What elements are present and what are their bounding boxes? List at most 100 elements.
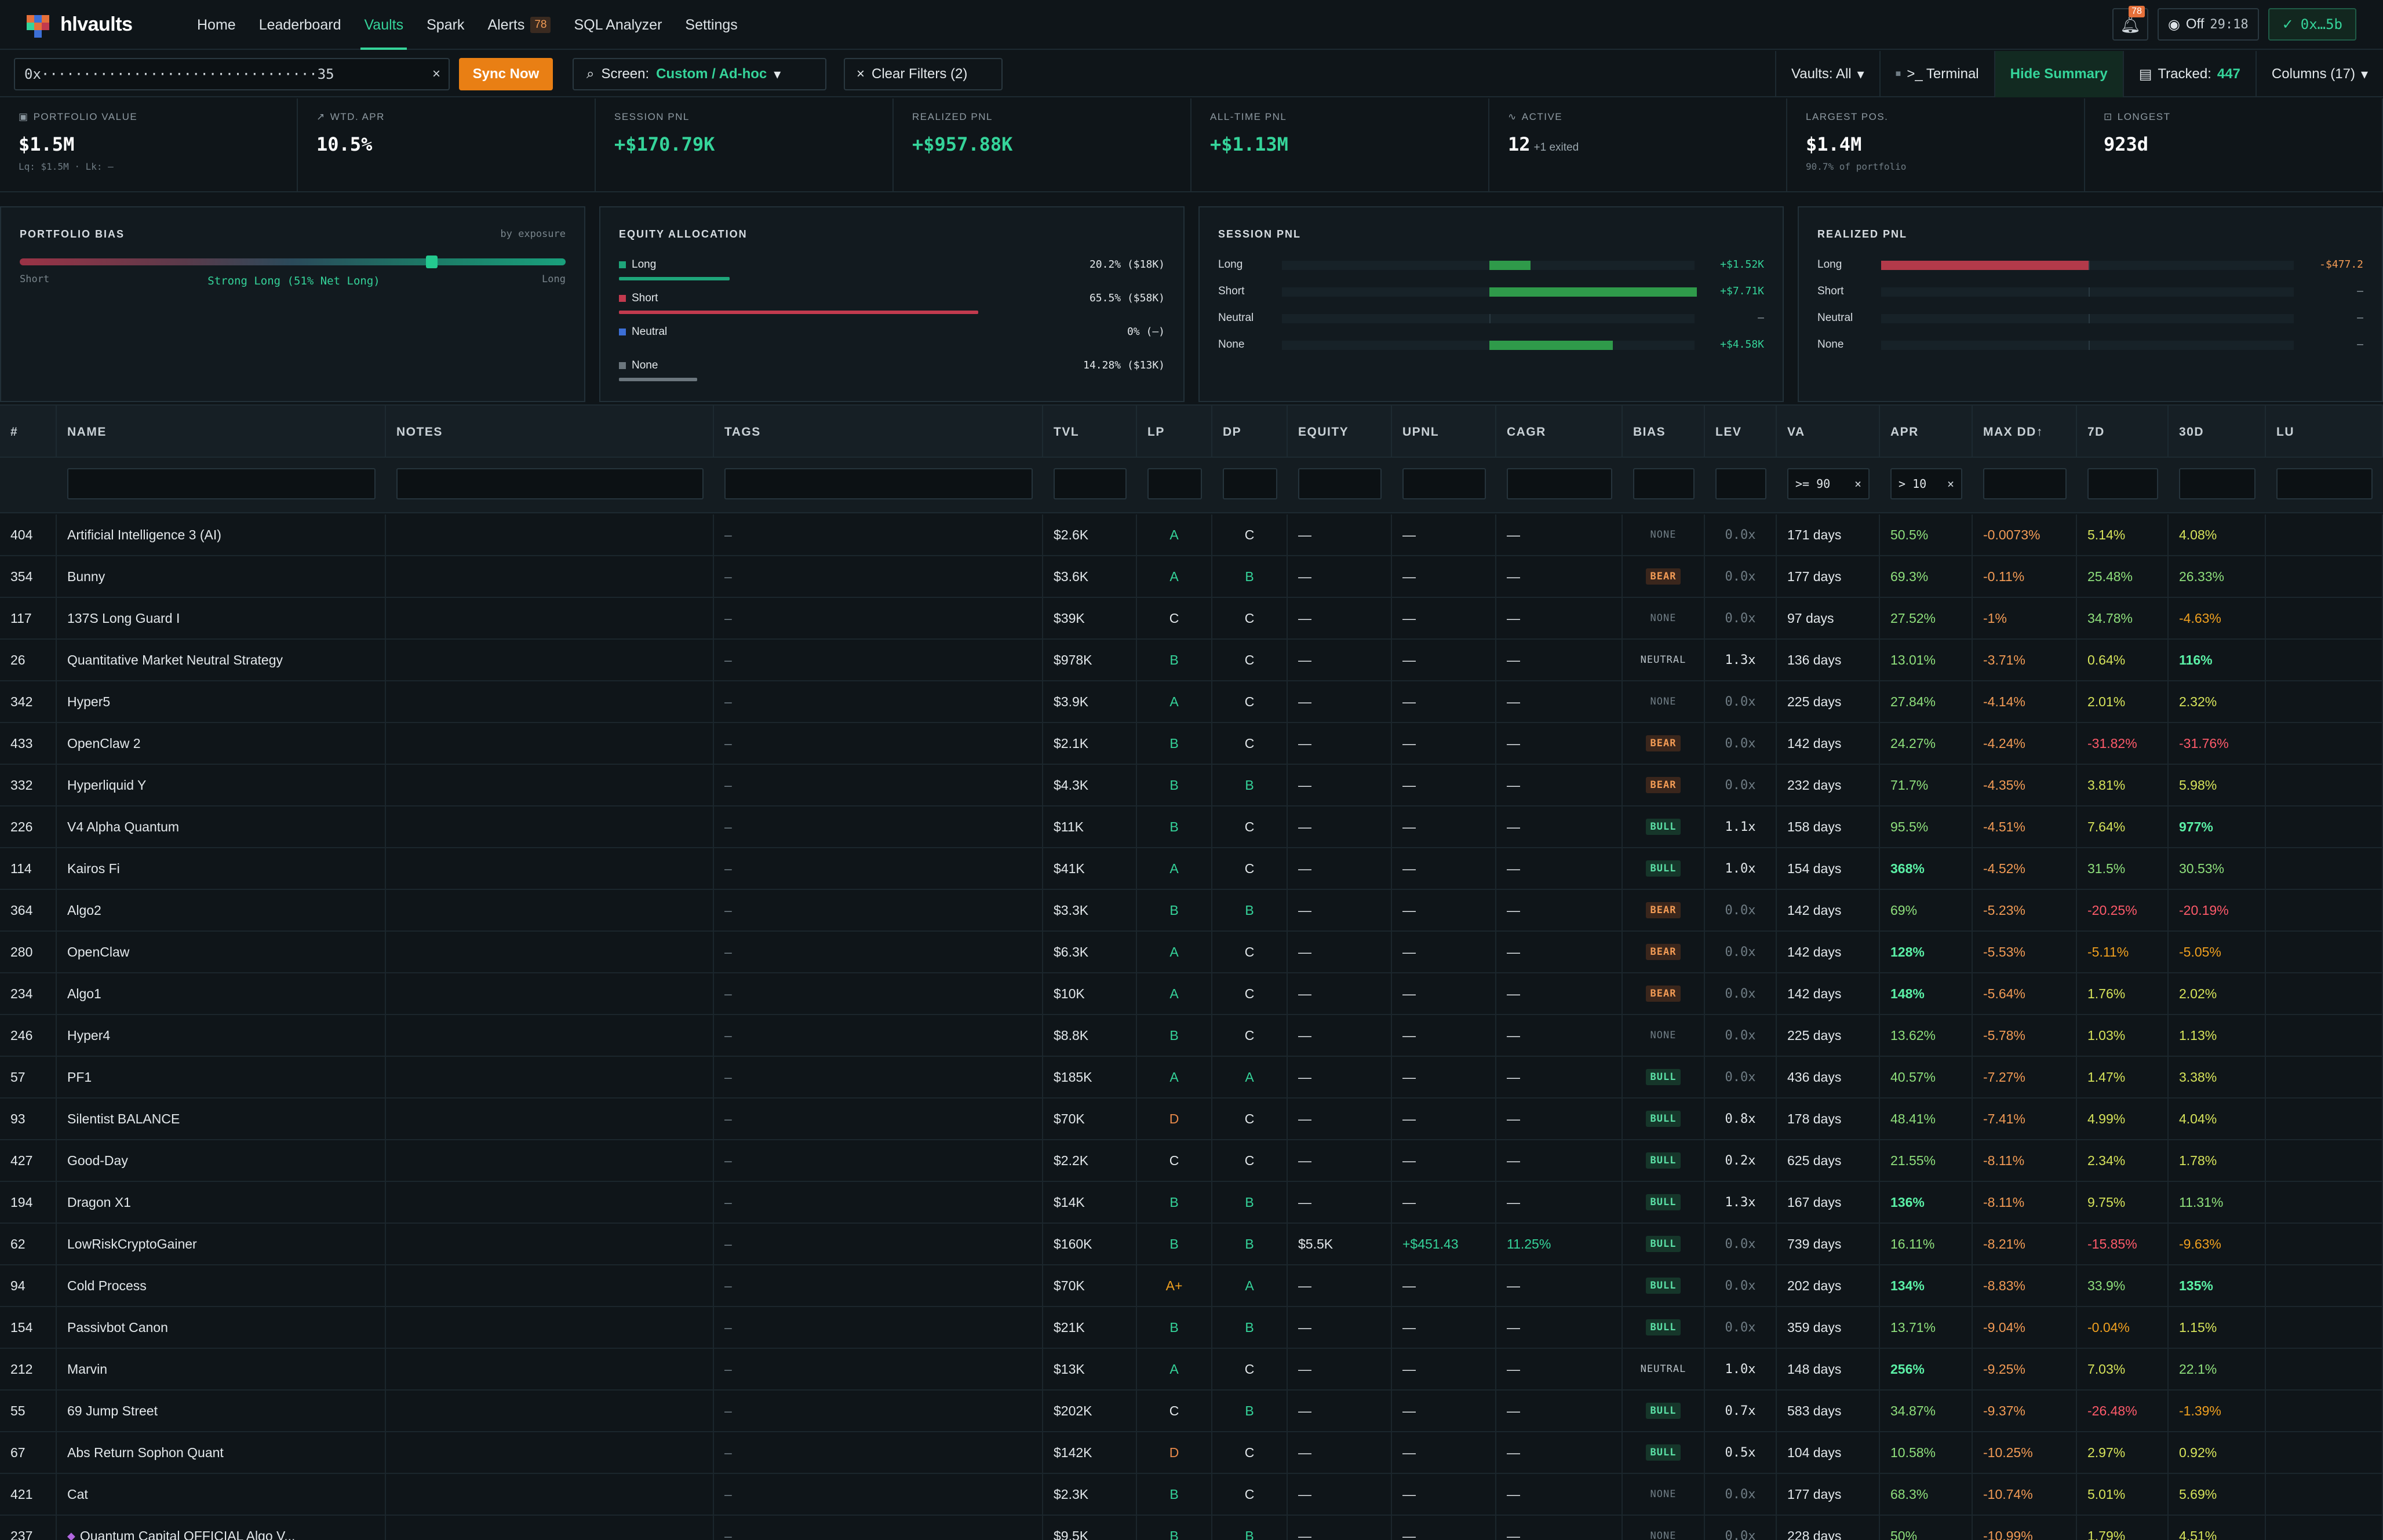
table-row[interactable]: 342 Hyper5 – $3.9K A C — — — NONE 0.0x 225 days 27.8… (0, 681, 2383, 723)
table-row[interactable]: 226 V4 Alpha Quantum – $11K B C — — — BULL 1.1x 158… (0, 807, 2383, 848)
filter-input-va[interactable]: >= 90 × (1787, 468, 1870, 499)
column-header-equity[interactable]: EQUITY (1288, 406, 1392, 459)
clear-filters-button[interactable]: × Clear Filters (2) (844, 58, 1003, 90)
table-row[interactable]: 404 Artificial Intelligence 3 (AI) – $2.6K A… (0, 514, 2383, 556)
filter-input-lev[interactable] (1715, 468, 1766, 499)
table-row[interactable]: 114 Kairos Fi – $41K A C — — — BULL 1.0x 154 days 36… (0, 848, 2383, 890)
screen-select[interactable]: ⌕ Screen: Custom / Ad-hoc ▾ (573, 58, 826, 90)
cell-name[interactable]: Marvin (57, 1349, 386, 1389)
hide-summary-button[interactable]: Hide Summary (1994, 51, 2123, 97)
column-header-max-dd[interactable]: MAX DD ↑ (1973, 406, 2077, 459)
cell-name[interactable]: Hyper4 (57, 1015, 386, 1056)
cell-name[interactable]: Hyper5 (57, 681, 386, 722)
table-row[interactable]: 212 Marvin – $13K A C — — — NEUTRAL 1.0x 148 days 25… (0, 1349, 2383, 1391)
column-header-lp[interactable]: LP (1137, 406, 1212, 459)
wallet-button[interactable]: ✓ 0x…5b (2268, 8, 2356, 41)
filter-input-7d[interactable] (2087, 468, 2158, 499)
cell-name[interactable]: Kairos Fi (57, 848, 386, 889)
nav-settings[interactable]: Settings (673, 0, 749, 50)
column-header-apr[interactable]: APR (1880, 406, 1973, 459)
table-row[interactable]: 354 Bunny – $3.6K A B — — — BEAR 0.0x 177 days 69.3%… (0, 556, 2383, 598)
cell-name[interactable]: Dragon X1 (57, 1182, 386, 1222)
sort-ascending-icon[interactable]: ↑ (2036, 425, 2043, 439)
table-row[interactable]: 57 PF1 – $185K A A — — — BULL 0.0x 436 days 40.57% -7… (0, 1057, 2383, 1099)
nav-vaults[interactable]: Vaults (352, 0, 415, 50)
table-row[interactable]: 433 OpenClaw 2 – $2.1K B C — — — BEAR 0.0x 142 days… (0, 723, 2383, 765)
filter-input-name[interactable] (67, 468, 376, 499)
table-row[interactable]: 364 Algo2 – $3.3K B B — — — BEAR 0.0x 142 days 69% -5… (0, 890, 2383, 932)
cell-name[interactable]: Artificial Intelligence 3 (AI) (57, 514, 386, 555)
cell-name[interactable]: ◆ Quantum Capital OFFICIAL Algo V... (57, 1516, 386, 1540)
columns-select[interactable]: Columns (17) ▾ (2255, 51, 2383, 97)
cell-name[interactable]: OpenClaw 2 (57, 723, 386, 764)
notifications-button[interactable]: 🔔︎ 78 (2112, 6, 2148, 41)
cell-name[interactable]: PF1 (57, 1057, 386, 1097)
filter-input-apr[interactable]: > 10 × (1890, 468, 1962, 499)
table-row[interactable]: 194 Dragon X1 – $14K B B — — — BULL 1.3x 167 days 13… (0, 1182, 2383, 1224)
terminal-button[interactable]: ■ >_ Terminal (1879, 51, 1994, 97)
nav-alerts[interactable]: Alerts 78 (476, 0, 562, 50)
sync-now-button[interactable]: Sync Now (459, 58, 553, 90)
column-header-notes[interactable]: NOTES (386, 406, 714, 459)
nav-sql-analyzer[interactable]: SQL Analyzer (562, 0, 673, 50)
clear-filter-icon[interactable]: × (1854, 477, 1861, 491)
table-row[interactable]: 62 LowRiskCryptoGainer – $160K B B $5.5K +$451.… (0, 1224, 2383, 1265)
column-header-cagr[interactable]: CAGR (1496, 406, 1623, 459)
cell-name[interactable]: Hyperliquid Y (57, 765, 386, 805)
table-row[interactable]: 332 Hyperliquid Y – $4.3K B B — — — BEAR 0.0x 232 d… (0, 765, 2383, 807)
table-row[interactable]: 55 69 Jump Street – $202K C B — — — BULL 0.7x 583 d… (0, 1391, 2383, 1432)
clear-address-icon[interactable]: × (432, 66, 440, 82)
filter-input-30d[interactable] (2179, 468, 2256, 499)
filter-input-tvl[interactable] (1054, 468, 1127, 499)
column-header-30d[interactable]: 30D (2169, 406, 2266, 459)
filter-input-lu[interactable] (2276, 468, 2373, 499)
table-row[interactable]: 246 Hyper4 – $8.8K B C — — — NONE 0.0x 225 days 13.6… (0, 1015, 2383, 1057)
cell-name[interactable]: LowRiskCryptoGainer (57, 1224, 386, 1264)
table-row[interactable]: 67 Abs Return Sophon Quant – $142K D C — — — BULL… (0, 1432, 2383, 1474)
column-header-[interactable]: # (0, 406, 57, 459)
address-input[interactable]: 0x·································35 × (14, 58, 450, 90)
filter-input-lp[interactable] (1147, 468, 1202, 499)
table-row[interactable]: 234 Algo1 – $10K A C — — — BEAR 0.0x 142 days 148% -5… (0, 973, 2383, 1015)
filter-input-notes[interactable] (396, 468, 704, 499)
table-row[interactable]: 237 ◆ Quantum Capital OFFICIAL Algo V... – $… (0, 1516, 2383, 1540)
column-header-7d[interactable]: 7D (2077, 406, 2169, 459)
cell-name[interactable]: Silentist BALANCE (57, 1099, 386, 1139)
cell-name[interactable]: Passivbot Canon (57, 1307, 386, 1348)
column-header-name[interactable]: NAME (57, 406, 386, 459)
tracked-button[interactable]: ▤ Tracked: 447 (2122, 51, 2256, 97)
table-row[interactable]: 154 Passivbot Canon – $21K B B — — — BULL 0.0x 359 … (0, 1307, 2383, 1349)
watch-toggle[interactable]: ◉ Off 29:18 (2157, 8, 2259, 41)
filter-input-cagr[interactable] (1507, 468, 1612, 499)
column-header-lu[interactable]: LU (2266, 406, 2383, 459)
logo[interactable]: hlvaults (25, 13, 133, 38)
filter-input-tags[interactable] (724, 468, 1033, 499)
column-header-dp[interactable]: DP (1212, 406, 1288, 459)
cell-name[interactable]: Good-Day (57, 1140, 386, 1181)
filter-input-equity[interactable] (1298, 468, 1382, 499)
clear-filter-icon[interactable]: × (1947, 477, 1954, 491)
column-header-upnl[interactable]: UPNL (1392, 406, 1496, 459)
cell-name[interactable]: Algo1 (57, 973, 386, 1014)
nav-spark[interactable]: Spark (415, 0, 476, 50)
table-row[interactable]: 280 OpenClaw – $6.3K A C — — — BEAR 0.0x 142 days 12… (0, 932, 2383, 973)
vaults-filter-select[interactable]: Vaults: All ▾ (1775, 51, 1879, 97)
cell-name[interactable]: OpenClaw (57, 932, 386, 972)
table-row[interactable]: 421 Cat – $2.3K B C — — — NONE 0.0x 177 days 68.3% -1… (0, 1474, 2383, 1516)
table-row[interactable]: 93 Silentist BALANCE – $70K D C — — — BULL 0.8x 178… (0, 1099, 2383, 1140)
column-header-va[interactable]: VA (1777, 406, 1880, 459)
nav-home[interactable]: Home (185, 0, 247, 50)
cell-name[interactable]: Cold Process (57, 1265, 386, 1306)
table-row[interactable]: 427 Good-Day – $2.2K C C — — — BULL 0.2x 625 days 21… (0, 1140, 2383, 1182)
cell-name[interactable]: Abs Return Sophon Quant (57, 1432, 386, 1473)
nav-leaderboard[interactable]: Leaderboard (247, 0, 353, 50)
cell-name[interactable]: Bunny (57, 556, 386, 597)
column-header-bias[interactable]: BIAS (1623, 406, 1705, 459)
column-header-lev[interactable]: LEV (1705, 406, 1777, 459)
cell-name[interactable]: 137S Long Guard I (57, 598, 386, 638)
cell-name[interactable]: Quantitative Market Neutral Strategy (57, 640, 386, 680)
table-row[interactable]: 117 137S Long Guard I – $39K C C — — — NONE 0.0x 97… (0, 598, 2383, 640)
filter-input-bias[interactable] (1633, 468, 1695, 499)
filter-input-max-dd[interactable] (1983, 468, 2067, 499)
table-row[interactable]: 26 Quantitative Market Neutral Strategy – $… (0, 640, 2383, 681)
